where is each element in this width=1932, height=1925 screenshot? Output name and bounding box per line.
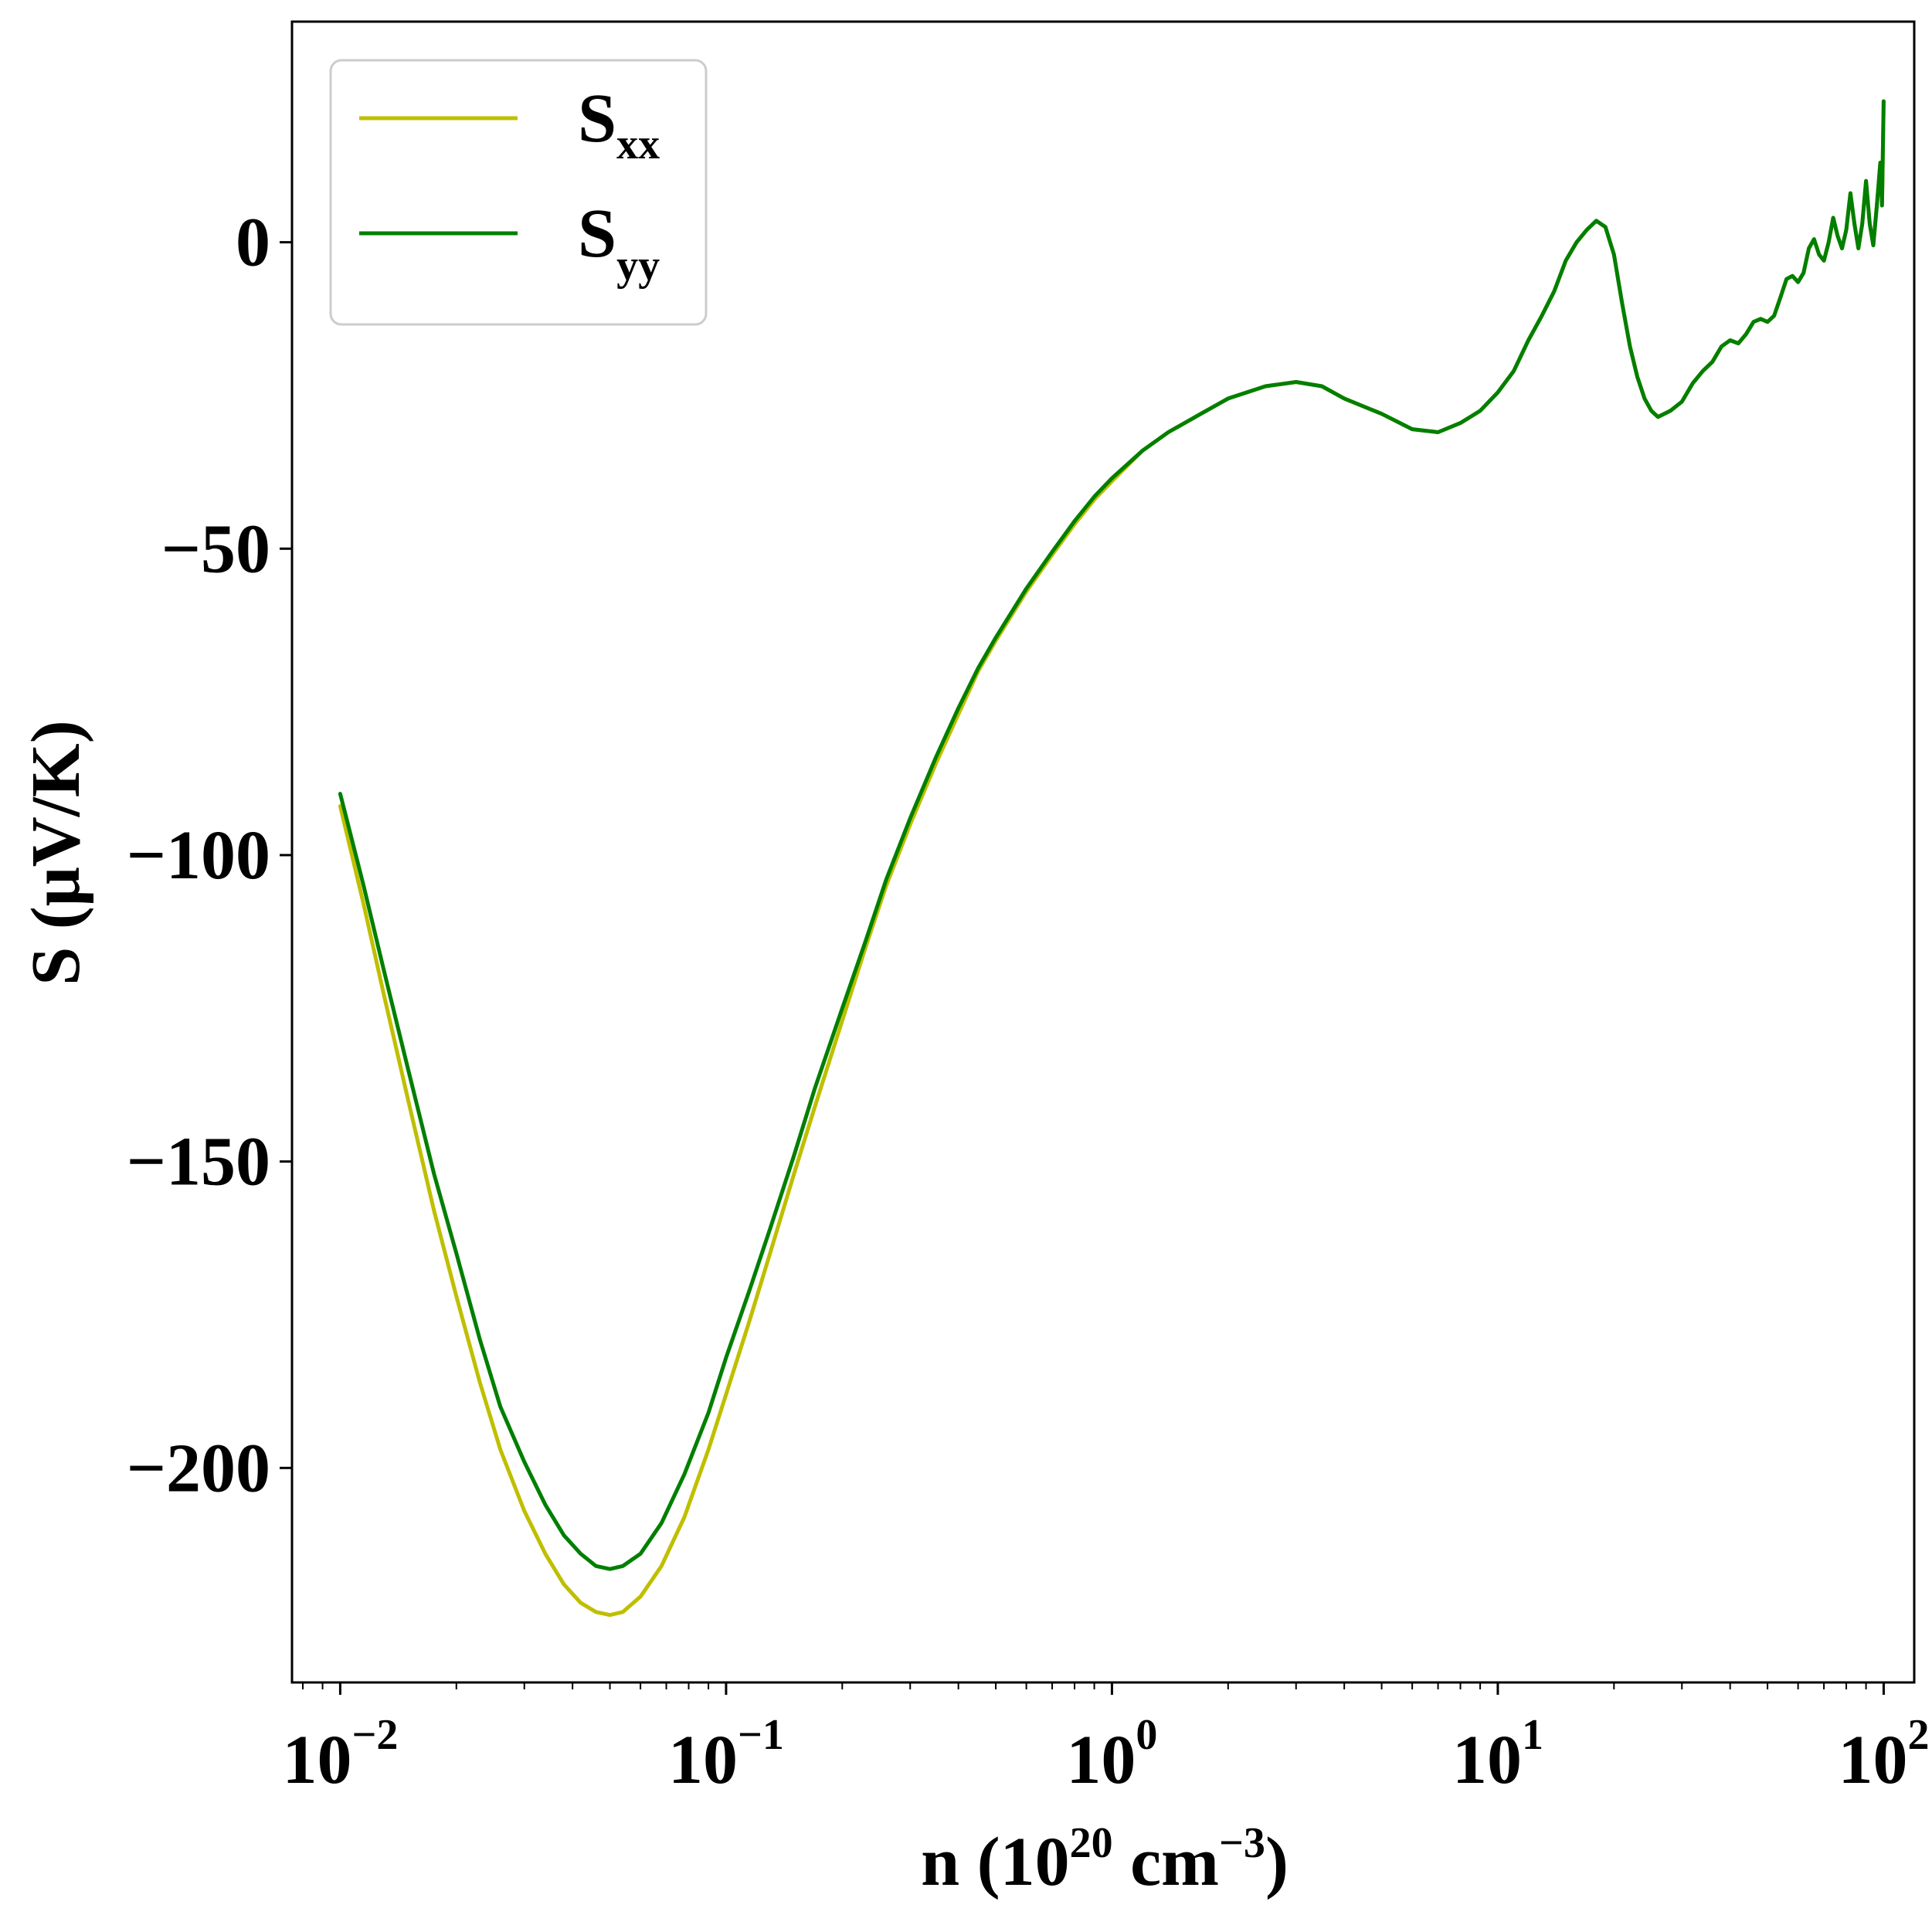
x-axis-title-base: n (10 (921, 1824, 1070, 1900)
x-tick-label-exp: −1 (738, 1711, 784, 1759)
plot-frame (290, 20, 1916, 1684)
legend-label-sxx: Sxx (578, 80, 660, 168)
x-axis-title-tail: ) (1265, 1824, 1289, 1900)
y-axis-title: S (μV/K) (18, 720, 94, 986)
x-tick-label-exp: 1 (1522, 1711, 1543, 1759)
x-tick-label: 10−1 (668, 1711, 784, 1798)
x-tick-label-exp: −2 (351, 1711, 398, 1759)
y-tick-label: −200 (127, 1430, 270, 1506)
y-tick-label: −150 (127, 1124, 270, 1200)
y-axis: 0 −50 −100 −150 −200 (127, 205, 292, 1506)
y-tick-label: 0 (236, 205, 270, 281)
legend: Sxx Syy (329, 59, 708, 326)
legend-label-sxx-sub: xx (616, 121, 660, 168)
x-axis-title: n (1020 cm−3) (921, 1819, 1289, 1900)
x-axis-title-exp1: 20 (1070, 1819, 1113, 1867)
x-tick-label-base: 10 (282, 1722, 351, 1798)
legend-label-sxx-base: S (578, 80, 616, 157)
x-tick-label: 101 (1452, 1711, 1543, 1798)
x-tick-label-base: 10 (1452, 1722, 1522, 1798)
x-axis: 10−2 10−1 100 101 102 (282, 1682, 1929, 1798)
legend-frame (329, 59, 708, 326)
x-tick-label-base: 10 (668, 1722, 738, 1798)
x-axis-title-exp2: −3 (1219, 1819, 1265, 1867)
x-tick-label-exp: 2 (1907, 1711, 1929, 1759)
legend-label-syy-sub: yy (616, 242, 660, 290)
x-tick-label: 10−2 (282, 1711, 398, 1798)
series-line-syy (338, 99, 1886, 1571)
y-tick-label: −100 (127, 817, 270, 894)
x-tick-label-exp: 0 (1136, 1711, 1157, 1759)
y-tick-label: −50 (161, 511, 270, 587)
x-tick-label: 100 (1066, 1711, 1157, 1798)
x-axis-title-mid: cm (1113, 1824, 1219, 1900)
series-layer (338, 99, 1886, 1618)
x-tick-label-base: 10 (1066, 1722, 1136, 1798)
x-tick-label: 102 (1838, 1711, 1929, 1798)
legend-label-syy: Syy (578, 195, 660, 290)
x-tick-label-base: 10 (1838, 1722, 1907, 1798)
legend-label-syy-base: S (578, 195, 616, 272)
